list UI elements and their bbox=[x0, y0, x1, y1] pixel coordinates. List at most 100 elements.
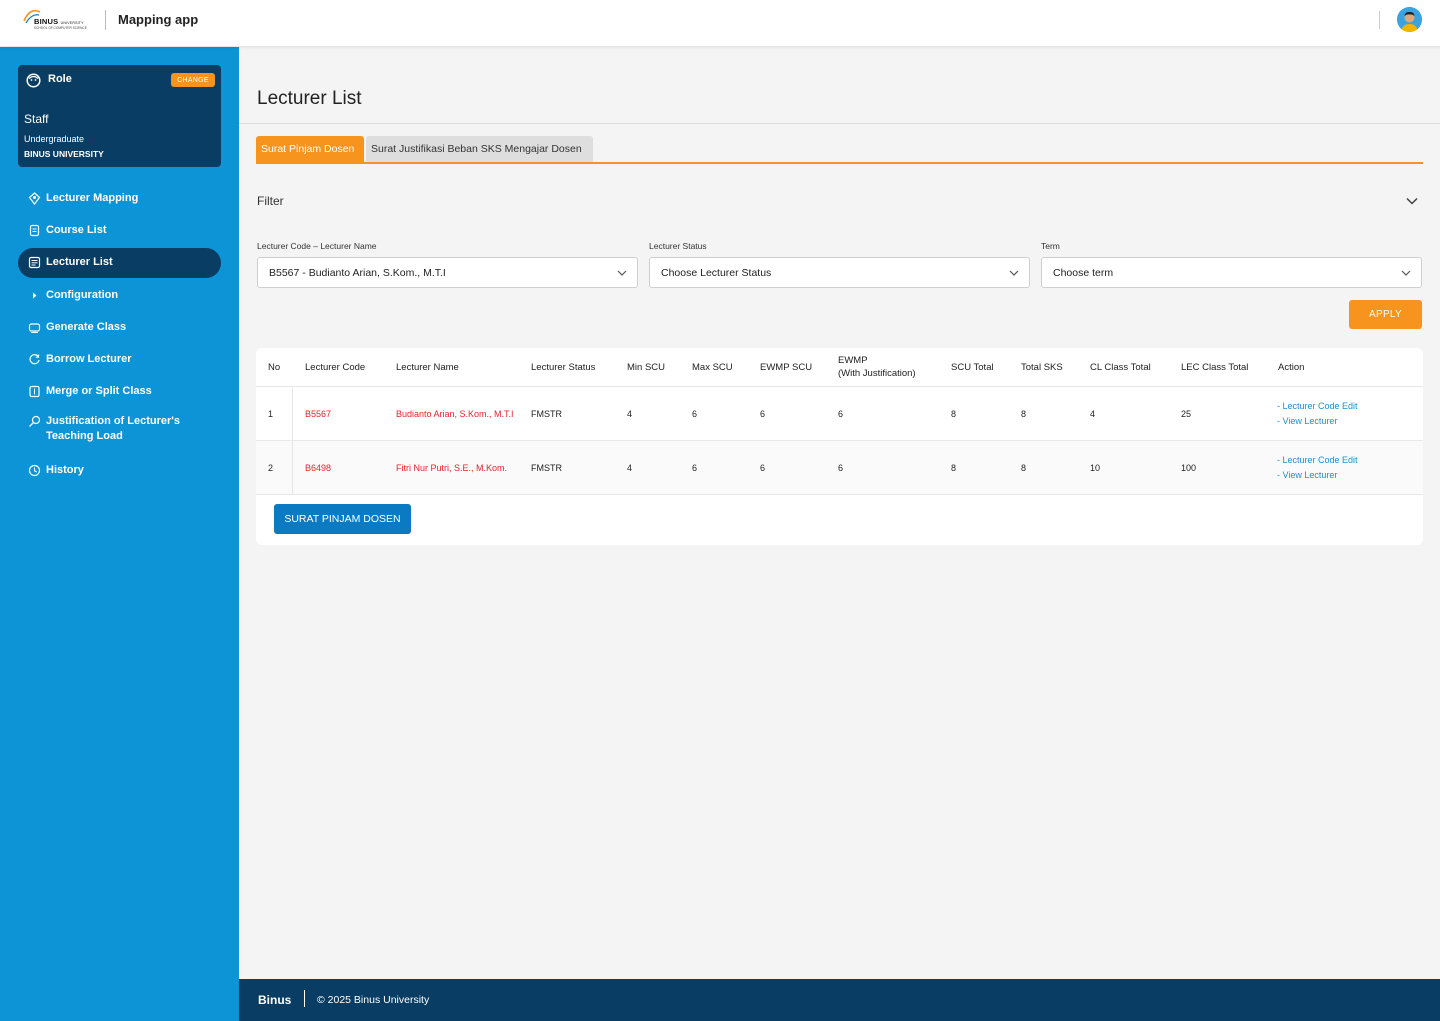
lecturer-table: No Lecturer Code Lecturer Name Lecturer … bbox=[256, 348, 1423, 545]
view-lecturer-link[interactable]: - View Lecturer bbox=[1277, 416, 1338, 426]
cell-total-sks: 8 bbox=[1021, 462, 1027, 473]
sidebar-item-label: Course List bbox=[46, 224, 107, 236]
filter-label: Filter bbox=[257, 194, 284, 208]
cell-min-scu: 4 bbox=[627, 408, 633, 419]
cell-no: 2 bbox=[268, 462, 274, 473]
role-card: Role CHANGE Staff Undergraduate BINUS UN… bbox=[18, 65, 221, 167]
sidebar-item-label: Justification of Lecturer's Teaching Loa… bbox=[46, 415, 181, 442]
column-header: Total SKS bbox=[1021, 361, 1063, 373]
cell-lecturer-name[interactable]: Budianto Arian, S.Kom., M.T.I bbox=[396, 408, 514, 419]
sidebar-item-merge-split-class[interactable]: Merge or Split Class bbox=[18, 377, 221, 407]
sidebar-item-label: Generate Class bbox=[46, 321, 127, 333]
app-title: Mapping app bbox=[118, 12, 199, 27]
history-icon bbox=[28, 464, 41, 477]
row-actions: - Lecturer Code Edit - View Lecturer bbox=[1277, 453, 1358, 483]
cell-cl-total: 10 bbox=[1090, 462, 1101, 473]
tab-underline bbox=[256, 162, 1423, 164]
cell-lecturer-code[interactable]: B5567 bbox=[305, 408, 332, 419]
sidebar: Role CHANGE Staff Undergraduate BINUS UN… bbox=[0, 47, 239, 1021]
apply-button[interactable]: APPLY bbox=[1349, 300, 1422, 329]
cell-status: FMSTR bbox=[531, 462, 562, 473]
term-select-value: Choose term bbox=[1053, 267, 1114, 279]
sidebar-item-label: History bbox=[46, 464, 84, 476]
binus-logo[interactable]: BINUS UNIVERSITY SCHOOL OF COMPUTER SCIE… bbox=[22, 7, 94, 35]
logo-swoosh-icon bbox=[23, 9, 41, 24]
face-icon bbox=[26, 73, 41, 88]
surat-pinjam-dosen-button[interactable]: SURAT PINJAM DOSEN bbox=[274, 504, 411, 534]
page-title: Lecturer List bbox=[257, 88, 362, 109]
chevron-right-icon bbox=[33, 292, 37, 299]
justification-icon bbox=[29, 415, 41, 427]
cell-scu-total: 8 bbox=[951, 462, 957, 473]
cell-no: 1 bbox=[268, 408, 274, 419]
role-org: BINUS UNIVERSITY bbox=[24, 149, 104, 159]
lecturer-select[interactable]: B5567 - Budianto Arian, S.Kom., M.T.I bbox=[257, 257, 638, 288]
view-lecturer-link[interactable]: - View Lecturer bbox=[1277, 470, 1338, 480]
cell-cl-total: 4 bbox=[1090, 408, 1096, 419]
sidebar-item-course-list[interactable]: Course List bbox=[18, 216, 221, 246]
status-select-value: Choose Lecturer Status bbox=[661, 267, 772, 279]
sidebar-item-label: Lecturer List bbox=[46, 256, 113, 268]
lecturer-code-edit-link[interactable]: - Lecturer Code Edit bbox=[1277, 401, 1358, 411]
column-header: EWMP (With Justification) bbox=[838, 355, 916, 379]
lecturer-field-label: Lecturer Code – Lecturer Name bbox=[257, 241, 377, 251]
lecturer-code-edit-link[interactable]: - Lecturer Code Edit bbox=[1277, 455, 1358, 465]
change-role-button[interactable]: CHANGE bbox=[171, 73, 215, 87]
cell-max-scu: 6 bbox=[692, 408, 698, 419]
footer: Binus © 2025 Binus University bbox=[239, 979, 1440, 1021]
cell-max-scu: 6 bbox=[692, 462, 698, 473]
footer-brand: Binus bbox=[258, 993, 292, 1007]
cell-scu-total: 8 bbox=[951, 408, 957, 419]
term-field-label: Term bbox=[1041, 241, 1060, 251]
chevron-down-icon[interactable] bbox=[1405, 195, 1419, 207]
cell-lecturer-code[interactable]: B6498 bbox=[305, 462, 332, 473]
sidebar-item-lecturer-list[interactable]: Lecturer List bbox=[18, 248, 221, 278]
cell-min-scu: 4 bbox=[627, 462, 633, 473]
sidebar-item-generate-class[interactable]: Generate Class bbox=[18, 313, 221, 343]
term-select[interactable]: Choose term bbox=[1041, 257, 1422, 288]
sidebar-item-lecturer-mapping[interactable]: Lecturer Mapping bbox=[18, 184, 221, 214]
cell-lec-total: 100 bbox=[1181, 462, 1197, 473]
sidebar-item-borrow-lecturer[interactable]: Borrow Lecturer bbox=[18, 345, 221, 375]
column-header: Min SCU bbox=[627, 361, 666, 373]
column-header: Max SCU bbox=[692, 361, 733, 373]
sidebar-item-history[interactable]: History bbox=[18, 456, 221, 486]
top-bar: BINUS UNIVERSITY SCHOOL OF COMPUTER SCIE… bbox=[0, 0, 1440, 47]
cell-ewmp-justification: 6 bbox=[838, 408, 844, 419]
merge-icon bbox=[29, 385, 40, 398]
column-header: Lecturer Code bbox=[305, 361, 366, 373]
column-header: Lecturer Name bbox=[396, 361, 459, 373]
tab-surat-pinjam-dosen[interactable]: Surat Pinjam Dosen bbox=[256, 136, 364, 162]
footer-copyright: © 2025 Binus University bbox=[317, 994, 430, 1006]
cell-ewmp-justification: 6 bbox=[838, 462, 844, 473]
column-divider bbox=[292, 441, 293, 494]
status-field-label: Lecturer Status bbox=[649, 241, 707, 251]
sidebar-item-label: Lecturer Mapping bbox=[46, 192, 139, 204]
header-divider bbox=[256, 386, 1423, 387]
column-header: LEC Class Total bbox=[1181, 361, 1249, 373]
column-divider bbox=[292, 387, 293, 440]
cell-status: FMSTR bbox=[531, 408, 562, 419]
cell-lecturer-name[interactable]: Fitri Nur Putri, S.E., M.Kom. bbox=[396, 462, 508, 473]
sidebar-item-label: Configuration bbox=[46, 289, 119, 301]
refresh-icon bbox=[29, 354, 40, 365]
column-header: SCU Total bbox=[951, 361, 994, 373]
table-row: 2 B6498 Fitri Nur Putri, S.E., M.Kom. FM… bbox=[256, 441, 1423, 495]
cell-lec-total: 25 bbox=[1181, 408, 1192, 419]
chevron-down-icon bbox=[1009, 270, 1019, 276]
role-level: Undergraduate bbox=[24, 134, 85, 144]
table-row: 1 B5567 Budianto Arian, S.Kom., M.T.I FM… bbox=[256, 387, 1423, 441]
column-header: Lecturer Status bbox=[531, 361, 596, 373]
lecturer-status-select[interactable]: Choose Lecturer Status bbox=[649, 257, 1030, 288]
avatar-person-icon bbox=[1397, 7, 1422, 32]
chevron-down-icon bbox=[1401, 270, 1411, 276]
cell-ewmp-scu: 6 bbox=[760, 408, 766, 419]
list-icon bbox=[28, 256, 41, 269]
tab-surat-justifikasi[interactable]: Surat Justifikasi Beban SKS Mengajar Dos… bbox=[366, 136, 593, 162]
user-avatar[interactable] bbox=[1397, 7, 1422, 32]
sidebar-item-justification[interactable]: Justification of Lecturer's Teaching Loa… bbox=[18, 409, 221, 449]
chevron-down-icon bbox=[617, 270, 627, 276]
lecturer-select-value: B5567 - Budianto Arian, S.Kom., M.T.I bbox=[269, 267, 446, 279]
sidebar-item-configuration[interactable]: Configuration bbox=[18, 281, 221, 311]
title-divider bbox=[239, 123, 1440, 124]
